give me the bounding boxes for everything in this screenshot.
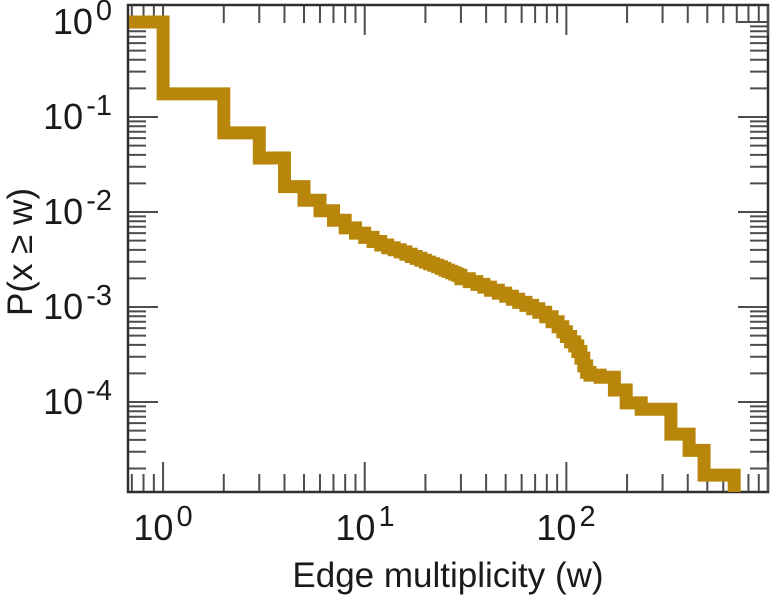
y-tick-label-1e-2: 10 -2 [43, 185, 112, 232]
x-tick-label-1e0: 10 0 [133, 501, 193, 548]
y-tick-exponent: -1 [86, 90, 112, 122]
x-tick-exponent: 0 [176, 501, 193, 533]
y-axis-title: P(x ≥ w) [1, 187, 40, 317]
y-tick-exponent: 0 [95, 0, 112, 27]
x-tick-label-1e1: 10 1 [335, 501, 395, 548]
y-tick-label-1e-1: 10 -1 [43, 90, 112, 137]
y-tick-exponent: -2 [86, 185, 112, 217]
x-tick-label-1e2: 10 2 [536, 501, 596, 548]
x-axis-title: Edge multiplicity (w) [292, 556, 604, 595]
y-tick-label-1e-3: 10 -3 [43, 280, 112, 327]
y-tick-exponent: -4 [86, 375, 112, 407]
y-tick-label-1e-4: 10 -4 [43, 375, 112, 422]
y-tick-label-1e0: 10 0 [0, 0, 112, 45]
ccdf-curve [129, 15, 741, 492]
y-tick-exponent: -3 [86, 280, 112, 312]
x-tick-exponent: 2 [579, 501, 596, 533]
x-tick-exponent: 1 [378, 501, 395, 533]
plot-frame [126, 3, 770, 494]
